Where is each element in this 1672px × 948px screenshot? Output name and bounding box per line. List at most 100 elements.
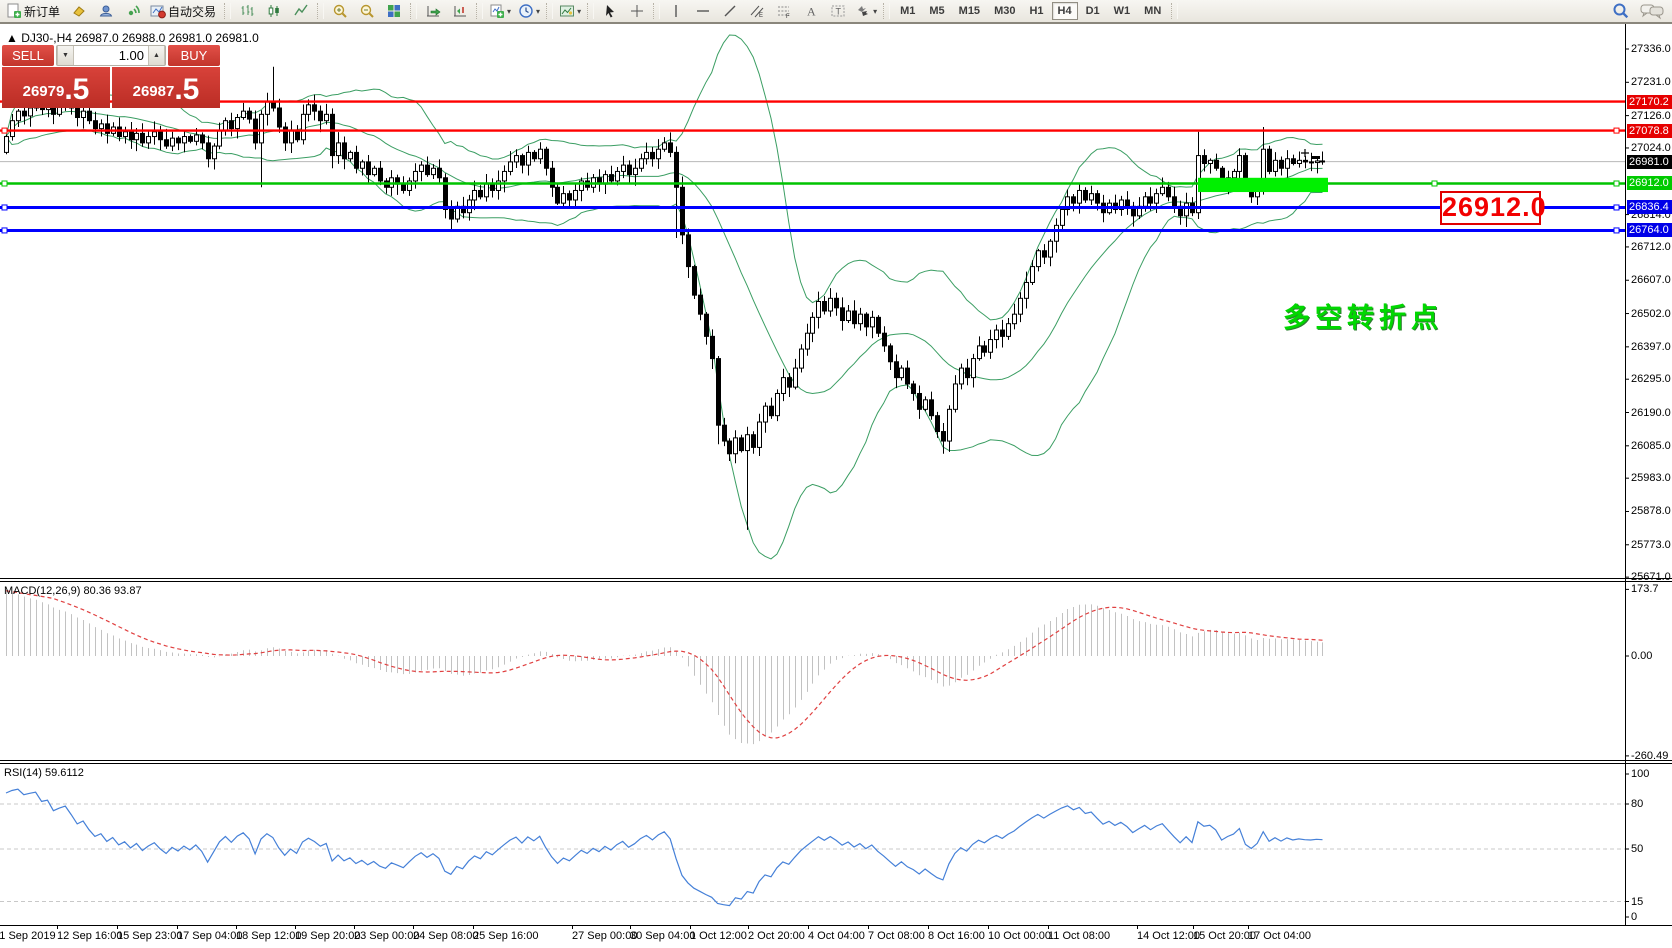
panel-splitter[interactable] bbox=[0, 578, 1672, 579]
horizontal-line-button[interactable] bbox=[690, 0, 716, 22]
chart-shift-button[interactable] bbox=[447, 0, 473, 22]
dropdown-caret-icon: ▾ bbox=[577, 6, 582, 16]
bull-candle bbox=[81, 110, 86, 119]
panel-splitter[interactable] bbox=[0, 760, 1672, 761]
line-anchor-marker[interactable] bbox=[1613, 227, 1620, 234]
bull-candle bbox=[1119, 199, 1124, 211]
macd-pane[interactable] bbox=[5, 590, 1323, 745]
tile-windows-button[interactable] bbox=[381, 0, 407, 22]
bull-candle bbox=[573, 189, 578, 201]
bear-candle bbox=[609, 174, 614, 182]
auto-scroll-button[interactable] bbox=[420, 0, 446, 22]
axis-price-badge: 27170.2 bbox=[1627, 94, 1672, 109]
sell-button[interactable]: SELL bbox=[2, 45, 54, 66]
line-anchor-marker[interactable] bbox=[1, 180, 8, 187]
autotrading-button[interactable]: 自动交易 bbox=[147, 0, 221, 22]
main-price-pane[interactable] bbox=[0, 34, 1625, 560]
price-label-object[interactable]: 26912.0 bbox=[1440, 191, 1546, 225]
zoom-in-icon bbox=[333, 4, 347, 18]
zoom-out-button[interactable] bbox=[354, 0, 380, 22]
bull-candle bbox=[971, 358, 976, 379]
line-anchor-marker[interactable] bbox=[1431, 180, 1438, 187]
bull-candle bbox=[431, 167, 436, 176]
panel-splitter[interactable] bbox=[0, 763, 1672, 764]
timeframe-button-m15[interactable]: M15 bbox=[958, 5, 981, 17]
time-axis-label: 15 Oct 20:00 bbox=[1193, 930, 1256, 942]
bull-candle bbox=[561, 193, 566, 204]
trendline-button[interactable] bbox=[717, 0, 743, 22]
text-button[interactable]: A bbox=[798, 0, 824, 22]
timeframe-button-d1[interactable]: D1 bbox=[1085, 5, 1100, 17]
line-anchor-marker[interactable] bbox=[1, 204, 8, 211]
line-anchor-marker[interactable] bbox=[1, 127, 8, 134]
timeframe-button-m30[interactable]: M30 bbox=[994, 5, 1016, 17]
sell-price[interactable]: 26979.5 bbox=[2, 67, 110, 108]
bear-candle bbox=[318, 110, 323, 122]
chart-area[interactable]: ▲ DJ30-,H4 26987.0 26988.0 26981.0 26981… bbox=[0, 24, 1672, 948]
line-anchor-marker[interactable] bbox=[1, 227, 8, 234]
bull-candle bbox=[1285, 158, 1290, 169]
bull-candle bbox=[858, 313, 863, 325]
community-button[interactable] bbox=[93, 0, 119, 22]
line-chart-button[interactable] bbox=[288, 0, 314, 22]
arrows-button[interactable]: ▾ bbox=[852, 0, 880, 22]
new-order-button[interactable]: 新订单 bbox=[3, 0, 65, 22]
one-click-trading-panel: SELL ▼ 1.00 ▲ BUY 26979.5 26987.5 bbox=[2, 45, 220, 109]
bar-chart-button[interactable] bbox=[234, 0, 260, 22]
bear-candle bbox=[917, 392, 922, 410]
bull-candle bbox=[99, 123, 104, 130]
highlight-rectangle-object[interactable] bbox=[1198, 177, 1328, 193]
volume-decrease-button[interactable]: ▼ bbox=[57, 46, 74, 65]
timeframe-button-mn[interactable]: MN bbox=[1144, 5, 1162, 17]
timeframe-button-h1[interactable]: H1 bbox=[1029, 5, 1044, 17]
timeframe-button-w1[interactable]: W1 bbox=[1113, 5, 1131, 17]
timeframe-button-h4[interactable]: H4 bbox=[1051, 2, 1078, 20]
bull-candle bbox=[644, 151, 649, 160]
bear-candle bbox=[692, 266, 697, 296]
volume-value[interactable]: 1.00 bbox=[118, 48, 144, 63]
bull-candle bbox=[810, 316, 815, 334]
time-axis-label: 15 Sep 23:00 bbox=[117, 930, 183, 942]
toolbar-separator bbox=[410, 3, 418, 19]
line-anchor-marker[interactable] bbox=[1613, 180, 1620, 187]
axis-price-badge: 26912.0 bbox=[1627, 176, 1672, 191]
periods-button[interactable]: ▾ bbox=[515, 0, 543, 22]
template-button[interactable]: ▾ bbox=[556, 0, 584, 22]
panel-splitter[interactable] bbox=[0, 581, 1672, 582]
timeframe-button-m1[interactable]: M1 bbox=[900, 5, 916, 17]
bear-candle bbox=[739, 437, 744, 452]
volume-increase-button[interactable]: ▲ bbox=[148, 46, 165, 65]
bear-candle bbox=[188, 136, 193, 142]
line-anchor-marker[interactable] bbox=[1613, 204, 1620, 211]
fibonacci-button[interactable]: F bbox=[771, 0, 797, 22]
cursor-button[interactable] bbox=[597, 0, 623, 22]
bull-candle bbox=[1154, 193, 1159, 204]
buy-button[interactable]: BUY bbox=[168, 45, 220, 66]
text-label-button[interactable]: T bbox=[825, 0, 851, 22]
bull-candle bbox=[1089, 193, 1094, 201]
editor-button[interactable] bbox=[66, 0, 92, 22]
buy-price[interactable]: 26987.5 bbox=[112, 67, 220, 108]
candlestick-chart-button[interactable] bbox=[261, 0, 287, 22]
bear-candle bbox=[129, 131, 134, 141]
chat-icon[interactable] bbox=[1640, 3, 1664, 20]
equidistant-channel-button[interactable]: E bbox=[744, 0, 770, 22]
search-icon[interactable] bbox=[1612, 2, 1630, 20]
autotrading-label: 自动交易 bbox=[168, 4, 217, 19]
bull-candle bbox=[306, 104, 311, 115]
new-chart-button[interactable]: ▾ bbox=[486, 0, 514, 22]
annotation-text[interactable]: 多空转折点 bbox=[1283, 303, 1443, 333]
crosshair-button[interactable] bbox=[624, 0, 650, 22]
signals-button[interactable] bbox=[120, 0, 146, 22]
bull-candle bbox=[419, 164, 424, 172]
time-axis-label: 19 Sep 20:00 bbox=[295, 930, 361, 942]
bull-candle bbox=[763, 405, 768, 423]
vertical-line-button[interactable] bbox=[663, 0, 689, 22]
dropdown-caret-icon: ▾ bbox=[536, 6, 541, 16]
zoom-in-button[interactable] bbox=[327, 0, 353, 22]
fibonacci-icon: F bbox=[778, 6, 790, 19]
rsi-pane[interactable] bbox=[0, 788, 1625, 907]
timeframe-button-m5[interactable]: M5 bbox=[929, 5, 945, 17]
line-anchor-marker[interactable] bbox=[1613, 127, 1620, 134]
chart-canvas[interactable] bbox=[0, 24, 1672, 948]
